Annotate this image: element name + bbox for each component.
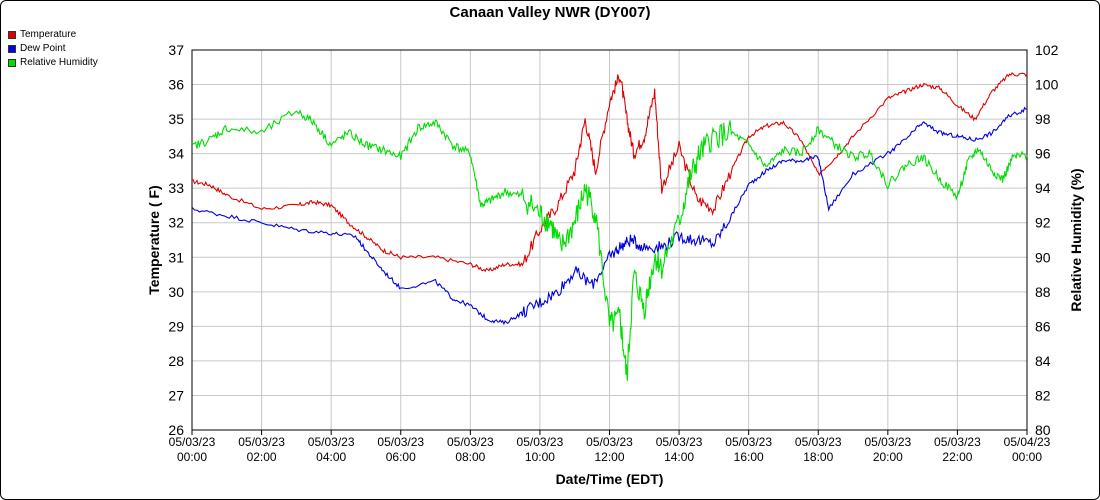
y-axis-title-left: Temperature ( F) xyxy=(146,185,162,294)
x-axis-title: Date/Time (EDT) xyxy=(556,471,664,487)
y-axis-title-right: Relative Humidity (%) xyxy=(1068,168,1084,311)
legend-item-dew-point: Dew Point xyxy=(8,42,98,56)
x-tick-label-date: 05/03/23 xyxy=(517,435,564,449)
x-tick-label-time: 06:00 xyxy=(386,450,416,464)
y-tick-label-left: 36 xyxy=(168,77,184,93)
x-tick-label-time: 02:00 xyxy=(247,450,277,464)
x-tick-label-date: 05/03/23 xyxy=(308,435,355,449)
legend-label-relative-humidity: Relative Humidity xyxy=(20,57,98,68)
x-tick-label-date: 05/03/23 xyxy=(447,435,494,449)
series-line-temperature xyxy=(191,72,1028,273)
y-tick-label-right: 102 xyxy=(1035,42,1059,58)
x-tick-label-date: 05/03/23 xyxy=(656,435,703,449)
x-tick-label-date: 05/03/23 xyxy=(795,435,842,449)
y-tick-label-right: 82 xyxy=(1035,387,1051,403)
x-tick-label-date: 05/03/23 xyxy=(725,435,772,449)
series-line-relative-humidity xyxy=(191,109,1028,381)
y-tick-label-right: 94 xyxy=(1035,180,1051,196)
x-tick-label-time: 00:00 xyxy=(1012,450,1042,464)
legend-label-temperature: Temperature xyxy=(20,29,77,40)
x-tick-label-date: 05/03/23 xyxy=(934,435,981,449)
x-tick-label-date: 05/03/23 xyxy=(377,435,424,449)
y-tick-label-left: 28 xyxy=(168,353,184,369)
y-tick-label-left: 27 xyxy=(168,387,184,403)
series-line-dew-point xyxy=(191,106,1028,326)
legend-swatch-temperature xyxy=(8,31,16,39)
x-tick-label-date: 05/03/23 xyxy=(238,435,285,449)
x-tick-label-time: 14:00 xyxy=(664,450,694,464)
legend-item-temperature: Temperature xyxy=(8,28,98,42)
y-tick-label-left: 31 xyxy=(168,249,184,265)
y-tick-label-left: 26 xyxy=(168,422,184,438)
x-tick-label-time: 08:00 xyxy=(455,450,485,464)
y-tick-label-left: 35 xyxy=(168,111,184,127)
y-tick-label-right: 80 xyxy=(1035,422,1051,438)
y-tick-label-left: 33 xyxy=(168,180,184,196)
y-tick-label-right: 92 xyxy=(1035,215,1051,231)
x-tick-label-time: 12:00 xyxy=(594,450,624,464)
x-tick-label-time: 16:00 xyxy=(734,450,764,464)
y-tick-label-left: 29 xyxy=(168,318,184,334)
y-tick-label-right: 100 xyxy=(1035,77,1059,93)
x-tick-label-time: 10:00 xyxy=(525,450,555,464)
x-tick-label-date: 05/03/23 xyxy=(586,435,633,449)
y-tick-label-right: 98 xyxy=(1035,111,1051,127)
y-tick-label-right: 90 xyxy=(1035,249,1051,265)
x-tick-label-time: 04:00 xyxy=(316,450,346,464)
y-tick-label-right: 86 xyxy=(1035,318,1051,334)
x-tick-label-date: 05/03/23 xyxy=(169,435,216,449)
legend-swatch-relative-humidity xyxy=(8,59,16,67)
legend-label-dew-point: Dew Point xyxy=(20,43,66,54)
plot-border xyxy=(191,49,1028,431)
x-tick-label-time: 22:00 xyxy=(942,450,972,464)
legend-item-relative-humidity: Relative Humidity xyxy=(8,56,98,70)
chart-title: Canaan Valley NWR (DY007) xyxy=(449,4,651,21)
y-tick-label-right: 84 xyxy=(1035,353,1051,369)
y-tick-label-right: 88 xyxy=(1035,284,1051,300)
x-tick-label-date: 05/03/23 xyxy=(864,435,911,449)
y-tick-label-left: 32 xyxy=(168,215,184,231)
y-tick-label-left: 34 xyxy=(168,146,184,162)
x-tick-label-date: 05/04/23 xyxy=(1004,435,1051,449)
x-tick-label-time: 18:00 xyxy=(803,450,833,464)
legend-swatch-dew-point xyxy=(8,45,16,53)
y-tick-label-right: 96 xyxy=(1035,146,1051,162)
y-tick-label-left: 30 xyxy=(168,284,184,300)
y-tick-label-left: 37 xyxy=(168,42,184,58)
x-tick-label-time: 20:00 xyxy=(873,450,903,464)
legend: Temperature Dew Point Relative Humidity xyxy=(8,28,98,70)
x-tick-label-time: 00:00 xyxy=(177,450,207,464)
